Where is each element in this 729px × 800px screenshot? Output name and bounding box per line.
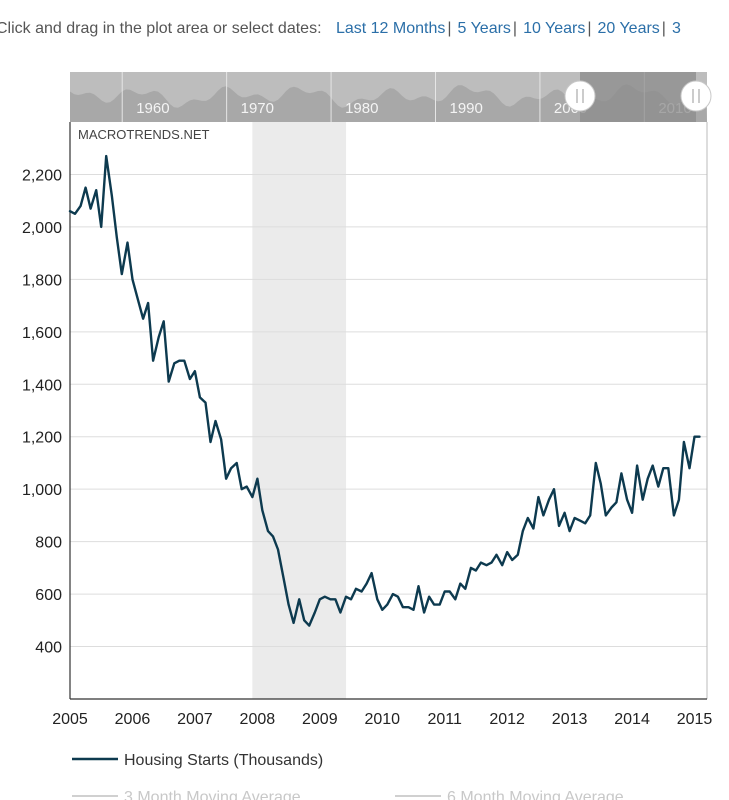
legend: Housing Starts (Thousands) 3 Month Movin… (72, 752, 624, 800)
range-separator: | (447, 20, 452, 37)
navigator-decade-label: 1990 (449, 100, 482, 117)
range-navigator[interactable]: 196019701980199020002010 (70, 72, 712, 122)
range-link-5-years[interactable]: 5 Years (457, 20, 511, 37)
recession-shading (252, 122, 347, 699)
range-separator: | (512, 20, 518, 37)
navigator-decade-label: 1970 (241, 100, 274, 117)
navigator-decade-label: 1960 (136, 100, 169, 117)
x-tick-label: 2005 (52, 711, 88, 728)
y-tick-label: 1,200 (22, 430, 62, 447)
x-tick-label: 2009 (302, 711, 338, 728)
x-tick-label: 2015 (677, 711, 713, 728)
legend-item-3-month-moving-average[interactable]: 3 Month Moving Average (72, 789, 301, 800)
legend-item-housing-starts[interactable]: Housing Starts (Thousands) (72, 752, 323, 769)
x-tick-label: 2013 (552, 711, 588, 728)
navigator-selected-window[interactable] (580, 72, 696, 122)
legend-label: 6 Month Moving Average (447, 789, 624, 800)
y-axis-tick-labels: 400 600 800 1,000 1,200 1,400 1,600 1,800 2,000 2… (22, 167, 62, 656)
range-link-10-years[interactable]: 10 Years (523, 20, 586, 37)
y-tick-label: 1,800 (22, 272, 62, 289)
y-tick-label: 600 (35, 587, 62, 604)
range-separator: | (661, 20, 666, 37)
navigator-left-handle[interactable] (564, 80, 596, 112)
series-line-housing-starts (68, 154, 701, 627)
y-tick-label: 1,600 (22, 325, 62, 342)
x-axis-tick-labels: 2005 2006 2007 2008 2009 2010 2011 2012 2013 2014… (52, 711, 712, 728)
legend-item-6-month-moving-average[interactable]: 6 Month Moving Average (395, 789, 624, 800)
range-separator: | (587, 20, 592, 37)
y-tick-label: 1,000 (22, 482, 62, 499)
plot-area[interactable] (70, 122, 707, 699)
y-tick-label: 1,400 (22, 377, 62, 394)
legend-label: Housing Starts (Thousands) (124, 752, 323, 769)
navigator-right-handle[interactable] (680, 80, 712, 112)
legend-label: 3 Month Moving Average (124, 789, 301, 800)
navigator-decade-label: 1980 (345, 100, 378, 117)
x-tick-label: 2011 (428, 711, 463, 728)
y-tick-label: 2,200 (22, 167, 62, 184)
range-link-last-12-months[interactable]: Last 12 Months (335, 20, 446, 37)
date-range-toolbar: Click and drag in the plot area or selec… (0, 20, 681, 38)
y-tick-label: 800 (35, 535, 62, 552)
x-tick-label: 2008 (240, 711, 276, 728)
x-tick-label: 2010 (364, 711, 400, 728)
x-tick-label: 2012 (489, 711, 525, 728)
gridlines (70, 173, 707, 648)
date-range-prompt: Click and drag in the plot area or selec… (0, 20, 322, 37)
x-tick-label: 2006 (115, 711, 151, 728)
range-link-20-years[interactable]: 20 Years (597, 20, 660, 37)
watermark: MACROTRENDS.NET (78, 127, 210, 142)
x-tick-label: 2014 (614, 711, 650, 728)
range-link-more[interactable]: 3 (671, 20, 681, 37)
navigator-history-area (70, 84, 707, 122)
y-tick-label: 400 (35, 640, 62, 657)
y-tick-label: 2,000 (22, 220, 62, 237)
x-tick-label: 2007 (177, 711, 213, 728)
